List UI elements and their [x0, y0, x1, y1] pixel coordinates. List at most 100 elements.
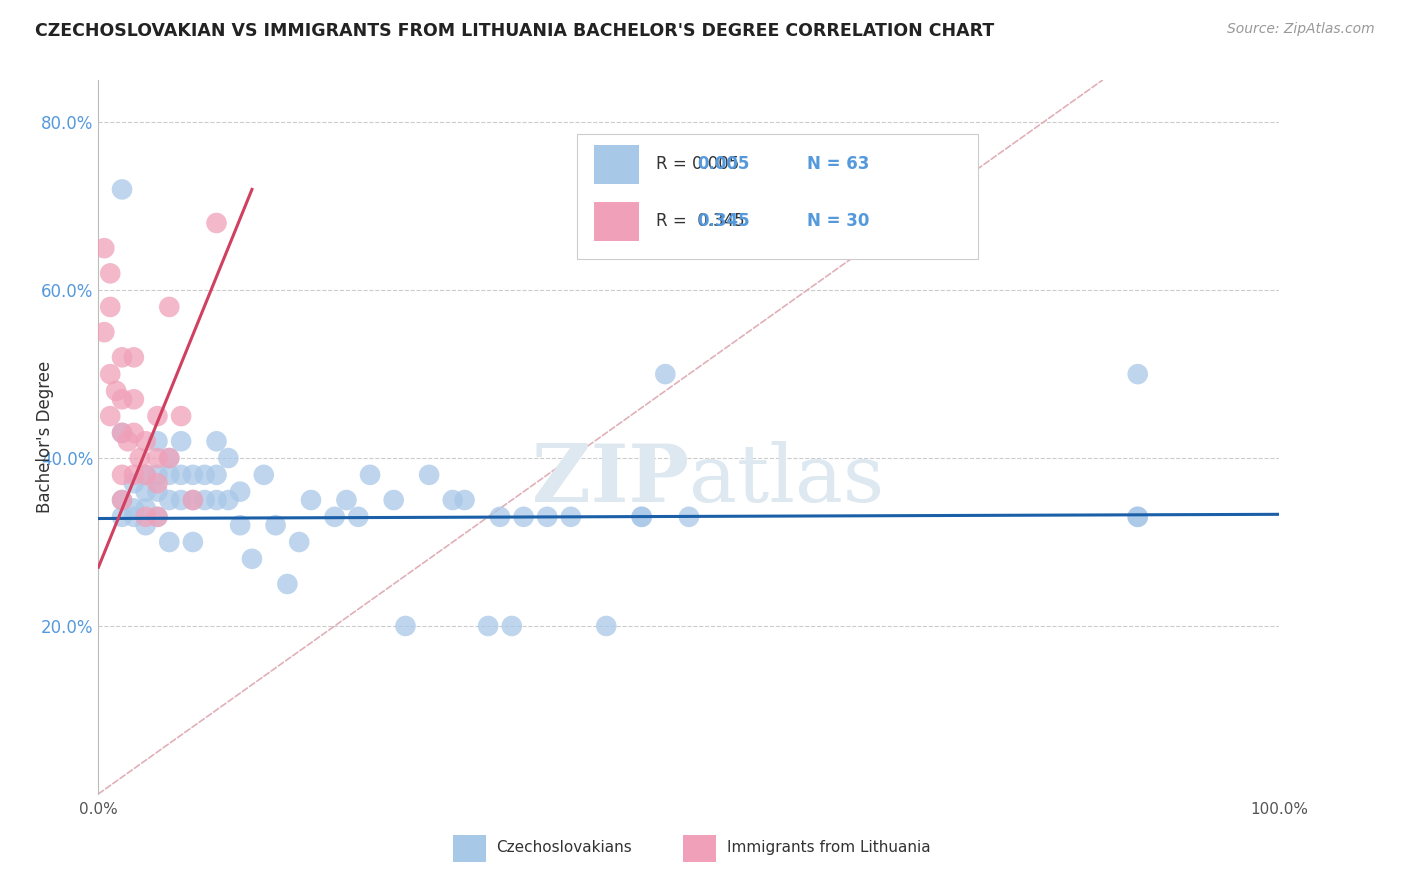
- Point: [253, 467, 276, 482]
- Point: [157, 467, 180, 482]
- Point: [418, 467, 440, 482]
- Point: [135, 509, 157, 524]
- Point: [157, 300, 180, 314]
- Point: [264, 518, 287, 533]
- Point: [359, 467, 381, 482]
- Point: [288, 535, 311, 549]
- Text: R =  0.345: R = 0.345: [655, 212, 745, 230]
- Point: [181, 467, 204, 482]
- Point: [347, 509, 370, 524]
- Point: [394, 619, 416, 633]
- FancyBboxPatch shape: [595, 202, 640, 241]
- Point: [146, 467, 169, 482]
- Point: [157, 451, 180, 466]
- Text: N = 63: N = 63: [807, 155, 869, 173]
- Point: [181, 535, 204, 549]
- Text: Bachelor's Degree: Bachelor's Degree: [37, 361, 55, 513]
- Point: [170, 409, 193, 423]
- Point: [146, 509, 169, 524]
- Point: [323, 509, 346, 524]
- Point: [170, 434, 193, 449]
- Text: 0.345: 0.345: [697, 212, 749, 230]
- Point: [205, 434, 228, 449]
- Point: [595, 619, 617, 633]
- Point: [276, 577, 298, 591]
- Point: [217, 493, 239, 508]
- Text: Czechoslovakians: Czechoslovakians: [496, 840, 633, 855]
- Point: [489, 509, 512, 524]
- Point: [135, 501, 157, 516]
- Point: [111, 351, 134, 365]
- Point: [135, 467, 157, 482]
- Point: [98, 409, 121, 423]
- FancyBboxPatch shape: [453, 835, 486, 862]
- Point: [194, 467, 217, 482]
- Point: [678, 509, 700, 524]
- Point: [630, 509, 652, 524]
- Point: [501, 619, 523, 633]
- FancyBboxPatch shape: [595, 145, 640, 184]
- Point: [299, 493, 322, 508]
- Text: ZIP: ZIP: [531, 441, 689, 519]
- Point: [205, 216, 228, 230]
- Point: [122, 476, 145, 491]
- Point: [93, 241, 115, 255]
- Point: [117, 434, 139, 449]
- Point: [98, 266, 121, 280]
- Point: [1126, 509, 1149, 524]
- Point: [98, 367, 121, 381]
- Point: [111, 182, 134, 196]
- Point: [111, 493, 134, 508]
- Point: [1126, 367, 1149, 381]
- Point: [229, 484, 252, 499]
- Point: [453, 493, 475, 508]
- Point: [122, 392, 145, 407]
- Point: [98, 300, 121, 314]
- Point: [122, 509, 145, 524]
- Point: [194, 493, 217, 508]
- Point: [157, 493, 180, 508]
- Point: [205, 493, 228, 508]
- Point: [170, 467, 193, 482]
- Point: [122, 501, 145, 516]
- Point: [111, 493, 134, 508]
- Point: [122, 351, 145, 365]
- FancyBboxPatch shape: [576, 134, 979, 259]
- Point: [128, 451, 150, 466]
- Point: [205, 467, 228, 482]
- Point: [146, 476, 169, 491]
- Text: atlas: atlas: [689, 441, 884, 519]
- Point: [441, 493, 464, 508]
- Point: [536, 509, 558, 524]
- Point: [111, 425, 134, 440]
- Point: [111, 509, 134, 524]
- Text: Immigrants from Lithuania: Immigrants from Lithuania: [727, 840, 931, 855]
- Point: [111, 467, 134, 482]
- Point: [382, 493, 405, 508]
- Point: [93, 325, 115, 339]
- Text: R = 0.005: R = 0.005: [655, 155, 740, 173]
- Point: [181, 493, 204, 508]
- Text: 0.005: 0.005: [697, 155, 749, 173]
- Point: [335, 493, 357, 508]
- Point: [157, 535, 180, 549]
- Point: [111, 392, 134, 407]
- Point: [240, 551, 263, 566]
- Point: [135, 518, 157, 533]
- Point: [512, 509, 534, 524]
- Point: [157, 451, 180, 466]
- Text: N = 30: N = 30: [807, 212, 869, 230]
- Point: [217, 451, 239, 466]
- Point: [560, 509, 582, 524]
- Point: [135, 434, 157, 449]
- Point: [111, 425, 134, 440]
- Text: CZECHOSLOVAKIAN VS IMMIGRANTS FROM LITHUANIA BACHELOR'S DEGREE CORRELATION CHART: CZECHOSLOVAKIAN VS IMMIGRANTS FROM LITHU…: [35, 22, 994, 40]
- FancyBboxPatch shape: [683, 835, 716, 862]
- Point: [122, 467, 145, 482]
- Point: [477, 619, 499, 633]
- Point: [146, 509, 169, 524]
- Point: [135, 467, 157, 482]
- Point: [146, 434, 169, 449]
- Point: [170, 493, 193, 508]
- Point: [146, 451, 169, 466]
